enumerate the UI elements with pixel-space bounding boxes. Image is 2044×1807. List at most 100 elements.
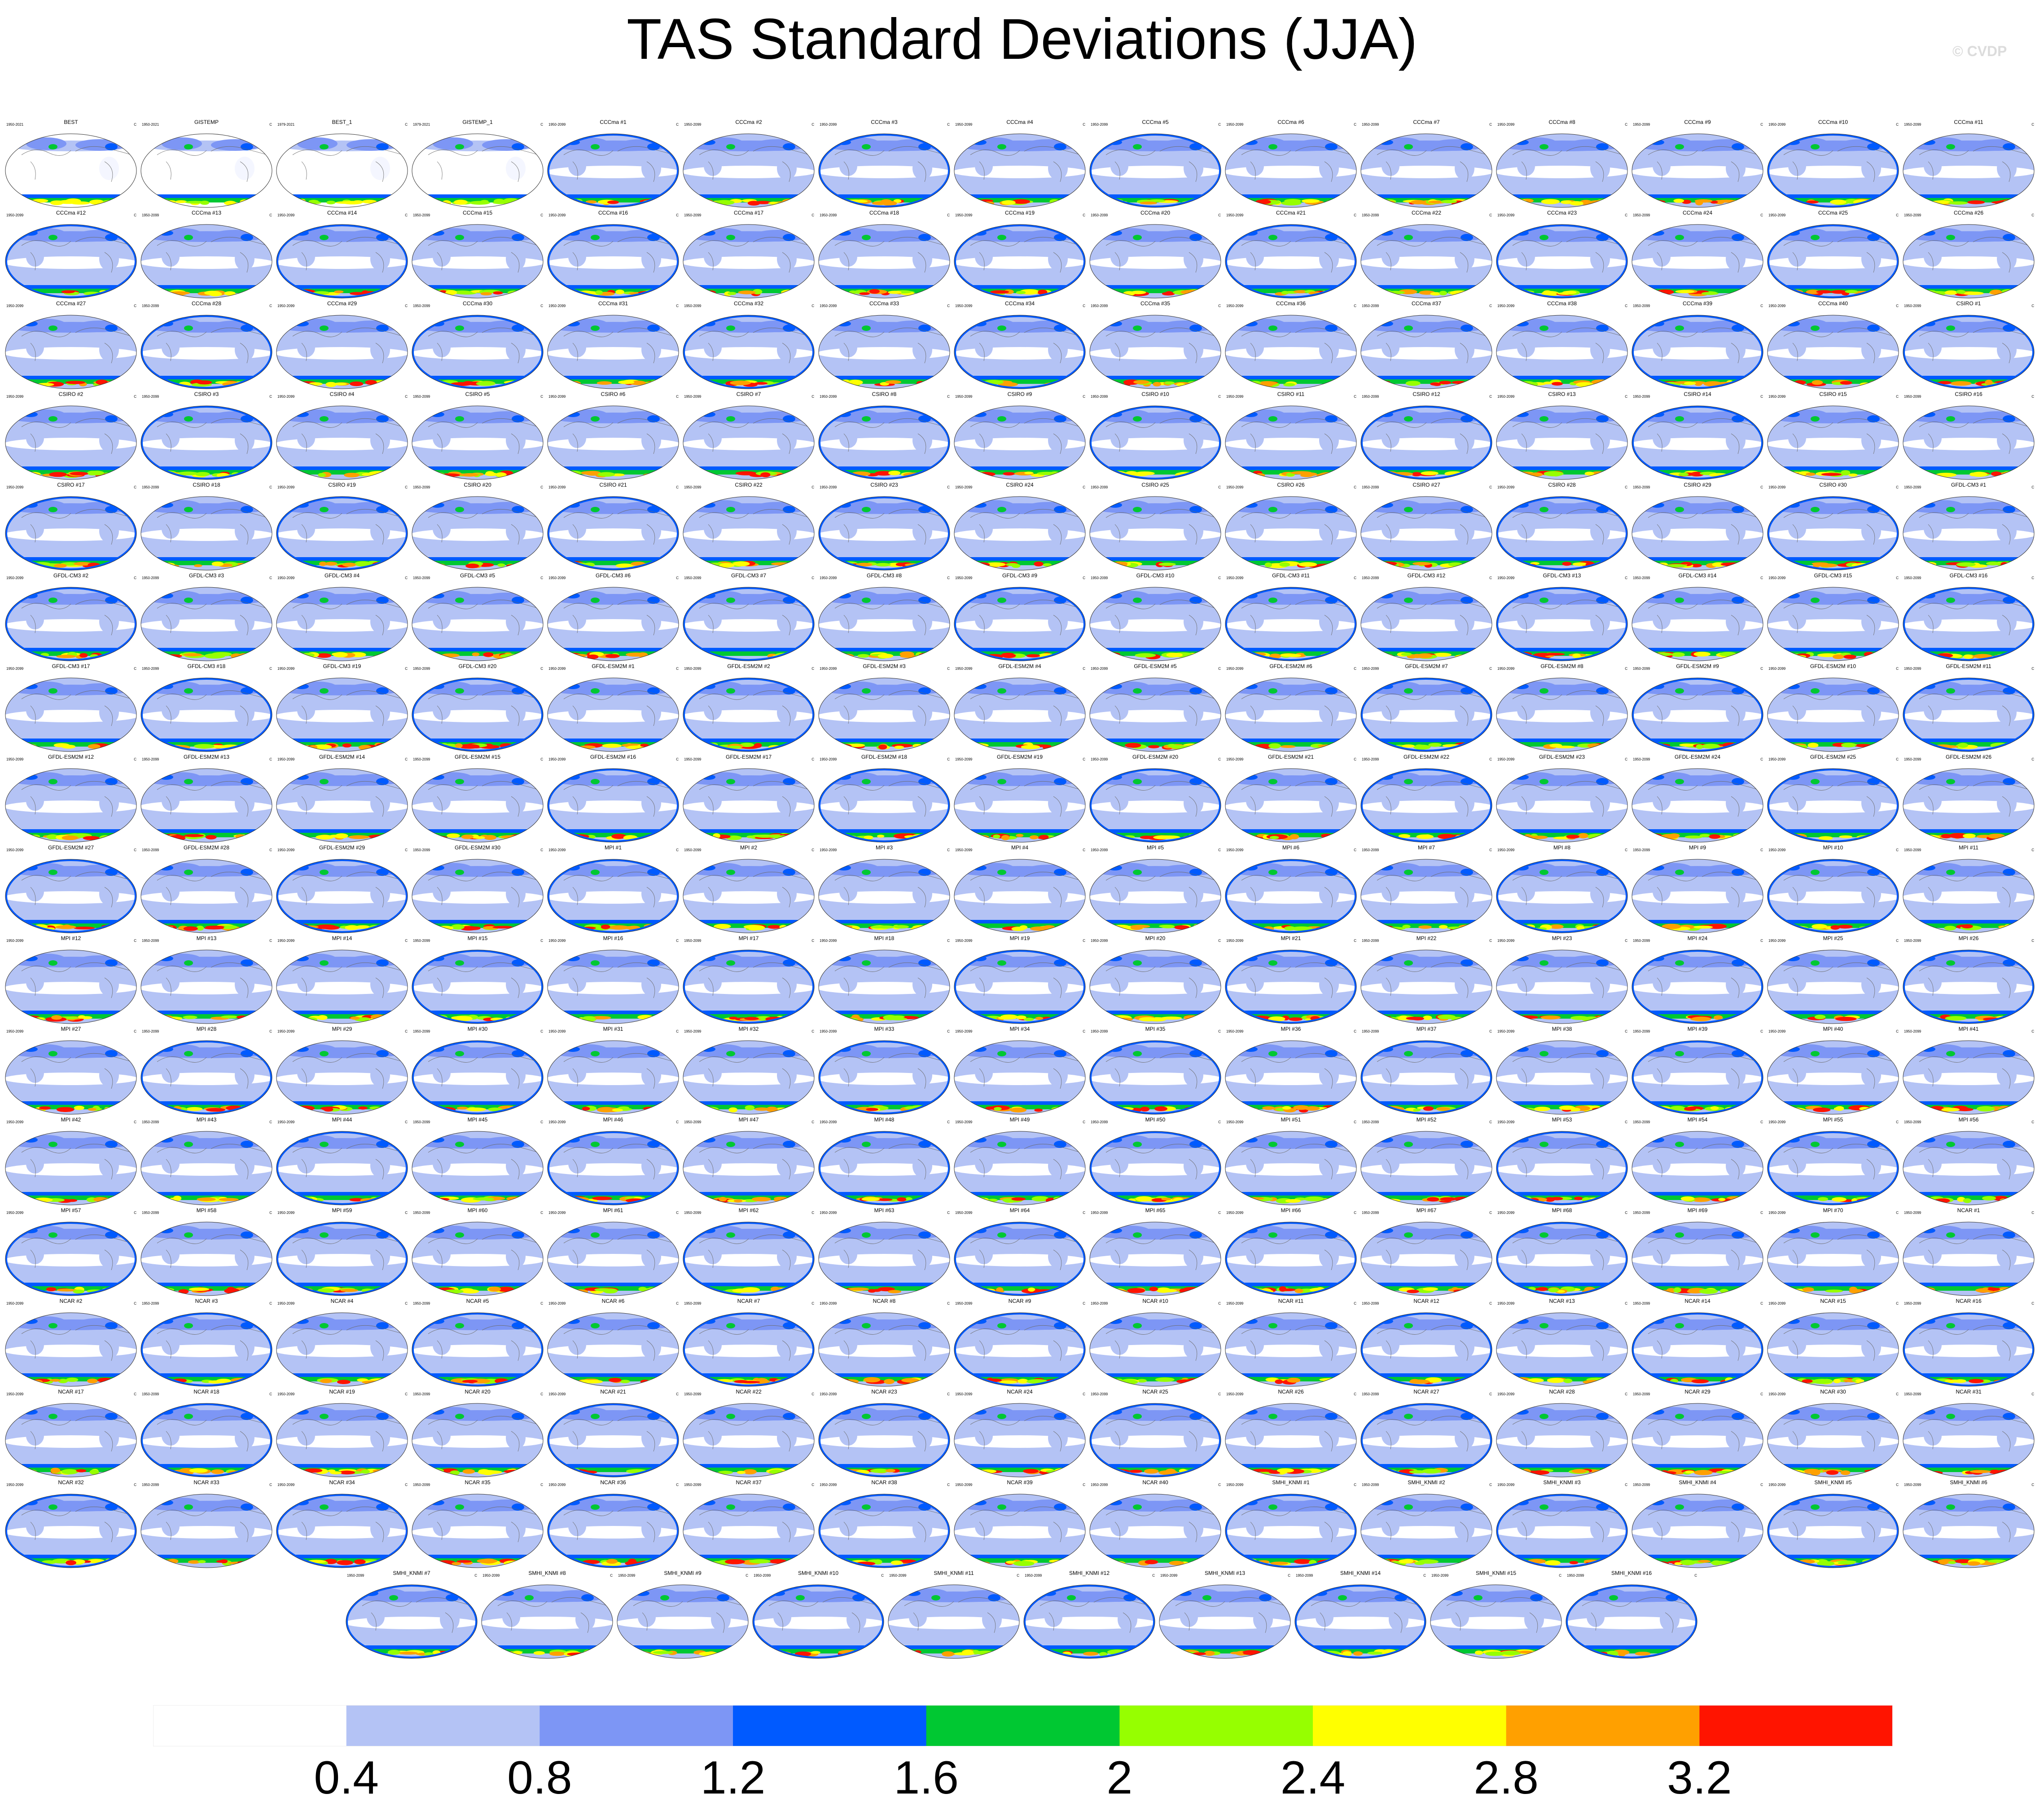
continent-shape <box>162 882 180 901</box>
sd-south-peak <box>889 1017 908 1020</box>
globe-map <box>412 133 544 208</box>
panel-title: GFDL-ESM2M #19 <box>996 754 1043 760</box>
panel-units: C <box>269 939 272 943</box>
continent-shape <box>1048 610 1068 633</box>
sd-land-peak <box>1675 598 1684 603</box>
sd-land-peak <box>862 870 871 875</box>
sd-south-peak <box>1430 382 1441 386</box>
panel-title: CCCma #10 <box>1818 119 1848 125</box>
sd-south-peak <box>1200 1017 1217 1022</box>
map-panel: MPI #19 1950-2099 C <box>952 935 1087 1025</box>
sd-south-peak <box>1873 199 1884 204</box>
sd-land-peak <box>455 416 464 422</box>
sd-south-band <box>1361 379 1492 384</box>
sd-south-band <box>954 289 1085 293</box>
sd-south-peak <box>1372 835 1389 840</box>
map-panel: MPI #26 1950-2099 C <box>1901 935 2036 1025</box>
panel-units: C <box>2031 848 2034 852</box>
continent-shape <box>1517 610 1535 629</box>
panel-period: 1950-2099 <box>1904 576 1921 580</box>
sd-land-peak <box>862 235 871 240</box>
sd-south-peak <box>550 653 570 658</box>
globe-outline <box>683 133 815 208</box>
coastline <box>699 146 810 182</box>
sd-south-peak <box>1880 201 1899 206</box>
panel-units: C <box>134 848 136 852</box>
sd-land-patch <box>482 139 531 151</box>
coastline <box>970 237 1081 273</box>
sd-south-peak <box>424 926 433 932</box>
sd-south-peak <box>967 651 976 657</box>
sd-south-band <box>412 194 543 198</box>
sd-south-peak <box>1098 563 1114 567</box>
sd-south-peak <box>1874 561 1886 566</box>
continent-shape <box>26 338 44 357</box>
map-panel: MPI #6 1950-2099 C <box>1224 844 1358 934</box>
sd-south-peak <box>555 471 570 475</box>
sd-land-patch <box>1702 593 1751 604</box>
panel-units: C <box>1625 395 1627 399</box>
sd-south-band <box>276 1014 408 1019</box>
sd-south-peak <box>931 470 950 475</box>
panel-period: 1950-2099 <box>1091 757 1108 761</box>
sd-south-peak <box>513 472 529 477</box>
sd-south-peak <box>1279 562 1290 567</box>
panel-title: GFDL-CM3 #16 <box>1949 572 1988 579</box>
continent-shape <box>1924 610 1942 629</box>
panel-period: 1950-2099 <box>277 213 295 217</box>
sd-land-peak <box>1811 325 1820 331</box>
sd-south-peak <box>1634 383 1653 387</box>
sd-south-peak <box>290 381 303 386</box>
panel-title: GFDL-ESM2M #12 <box>48 754 94 760</box>
sd-south-peak <box>141 1016 160 1020</box>
sd-south-peak <box>1097 563 1117 566</box>
sd-south-peak <box>601 924 610 929</box>
sd-south-peak <box>696 1017 712 1021</box>
map-panel: CSIRO #18 1950-2099 C <box>139 482 274 572</box>
globe-outline <box>954 133 1086 208</box>
coastline <box>1783 146 1894 182</box>
sd-south-peak <box>1743 653 1762 658</box>
sd-south-peak <box>519 924 535 929</box>
panel-units: C <box>1354 576 1356 580</box>
sd-south-peak <box>451 924 465 930</box>
continent-shape <box>641 882 661 906</box>
sd-south-peak <box>1673 198 1684 203</box>
continent-shape <box>433 247 451 267</box>
sd-south-peak <box>211 652 232 657</box>
sd-south-peak <box>1499 381 1510 386</box>
sd-south-peak <box>1419 290 1428 295</box>
globe-map <box>5 496 137 571</box>
sd-south-peak <box>899 651 914 657</box>
sd-south-peak <box>454 199 468 205</box>
panel-period: 1950-2099 <box>820 304 837 308</box>
continent-shape <box>704 972 722 992</box>
panel-units: C <box>811 939 814 943</box>
continent-shape <box>1788 428 1806 448</box>
continent-shape <box>99 610 119 633</box>
sd-south-peak <box>70 201 90 205</box>
panel-title: CSIRO #25 <box>1141 482 1169 488</box>
panel-period: 1950-2099 <box>413 757 430 761</box>
map-panel: CSIRO #29 1950-2099 C <box>1630 482 1765 572</box>
sd-south-band <box>141 285 272 289</box>
sd-south-peak <box>1782 563 1793 567</box>
continent-shape <box>839 519 857 539</box>
sd-land-patch <box>889 593 938 604</box>
map-panel: GFDL-CM3 #17 1950-2099 C <box>4 663 138 753</box>
map-panel: GFDL-CM3 #19 1950-2099 C <box>275 663 409 753</box>
sd-land-peak <box>862 779 871 784</box>
sd-south-peak <box>1001 200 1016 205</box>
sd-south-peak <box>428 835 447 840</box>
sd-south-peak <box>1016 834 1024 837</box>
map-panel: GISTEMP_1 1979-2021 C <box>410 119 545 209</box>
map-panel: MPI #12 1950-2099 C <box>4 935 138 1025</box>
panel-period: 1950-2099 <box>277 667 295 671</box>
sd-south-peak <box>1139 1017 1157 1021</box>
map-panel: GFDL-ESM2M #5 1950-2099 C <box>1088 663 1223 753</box>
sd-south-peak <box>1738 471 1751 475</box>
continent-shape <box>1653 972 1671 992</box>
sd-south-peak <box>919 563 935 568</box>
sd-south-peak <box>1881 471 1899 475</box>
sd-south-band <box>141 1014 272 1019</box>
